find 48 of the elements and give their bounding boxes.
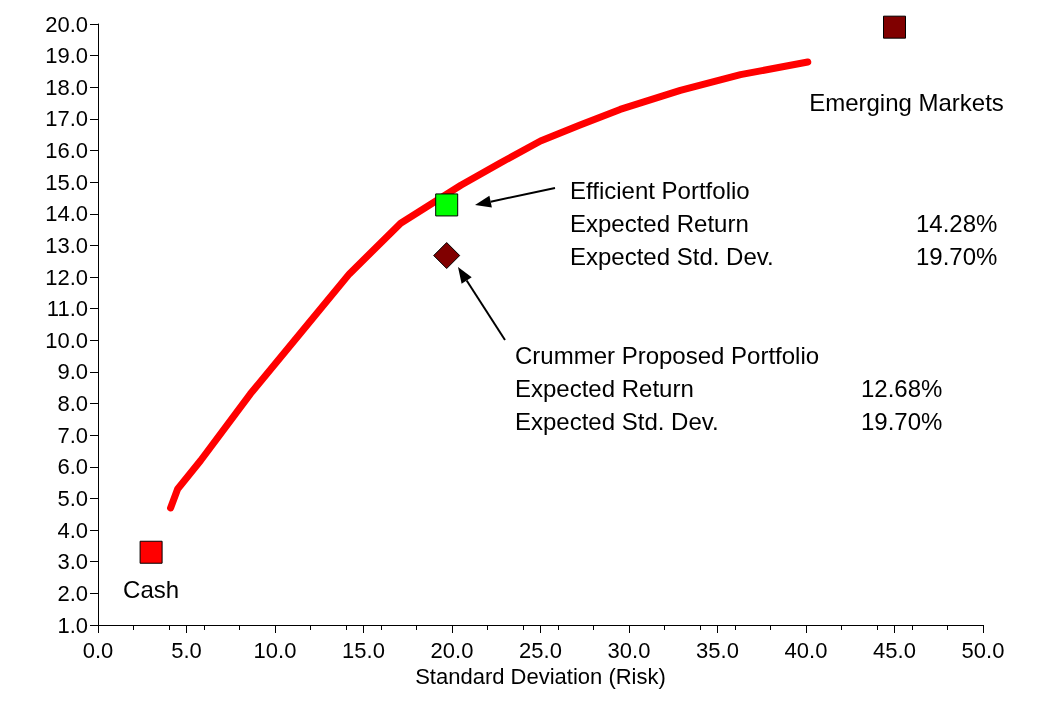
annotation: Expected Return <box>570 209 749 237</box>
point <box>435 193 459 217</box>
y-tick-label: 6.0 <box>57 454 88 480</box>
y-tick-label: 10.0 <box>45 327 88 353</box>
annotation: Expected Std. Dev. <box>570 242 774 270</box>
annotation: 12.68% <box>861 374 943 402</box>
annotation: 19.70% <box>916 242 998 270</box>
point <box>883 15 906 39</box>
y-tick-label: 11.0 <box>46 296 88 322</box>
y-tick-label: 13.0 <box>45 232 88 258</box>
y-tick-label: 20.0 <box>45 11 88 37</box>
y-tick-label: 16.0 <box>45 138 88 164</box>
annotation: Crummer Proposed Portfolio <box>515 341 820 369</box>
y-tick-label: 5.0 <box>57 485 88 511</box>
annotation: Expected Std. Dev. <box>515 407 719 435</box>
annotation: 14.28% <box>916 209 998 237</box>
point <box>139 540 163 564</box>
x-tick-label: 10.0 <box>253 637 297 663</box>
x-tick-label: 30.0 <box>607 637 651 663</box>
x-axis-title: Standard Deviation (Risk) <box>415 664 666 690</box>
text: Emerging Markets <box>809 89 1004 117</box>
y-tick-label: 4.0 <box>57 517 88 543</box>
x-tick-label: 45.0 <box>873 637 916 663</box>
x-tick-label: 15.0 <box>342 637 385 663</box>
x-tick-label: 25.0 <box>519 637 562 663</box>
x-tick-label: 40.0 <box>784 637 828 663</box>
x-tick-label: 35.0 <box>696 637 739 663</box>
y-tick-label: 8.0 <box>57 391 88 417</box>
y-tick-label: 7.0 <box>57 422 88 448</box>
y-tick-label: 12.0 <box>45 264 88 290</box>
x-tick-label: 5.0 <box>171 637 202 663</box>
x-tick-label: 20.0 <box>430 637 474 663</box>
y-tick-label: 19.0 <box>45 43 88 69</box>
x-tick-label: 50.0 <box>961 637 1005 663</box>
annotation: Expected Return <box>515 374 694 402</box>
y-tick-label: 14.0 <box>45 201 88 227</box>
y-tick-label: 1.0 <box>57 612 88 638</box>
y-tick-label: 3.0 <box>57 549 88 575</box>
annotation: 19.70% <box>861 407 943 435</box>
y-tick-label: 17.0 <box>45 106 88 132</box>
annotation: Efficient Portfolio <box>570 176 750 204</box>
y-tick-label: 18.0 <box>45 74 88 100</box>
series-label: Cash <box>123 576 180 604</box>
y-tick-label: 15.0 <box>45 169 88 195</box>
y-tick-label: 2.0 <box>57 580 88 606</box>
point <box>433 242 461 270</box>
y-tick-label: 9.0 <box>57 359 88 385</box>
x-tick-label: 0.0 <box>82 637 114 663</box>
